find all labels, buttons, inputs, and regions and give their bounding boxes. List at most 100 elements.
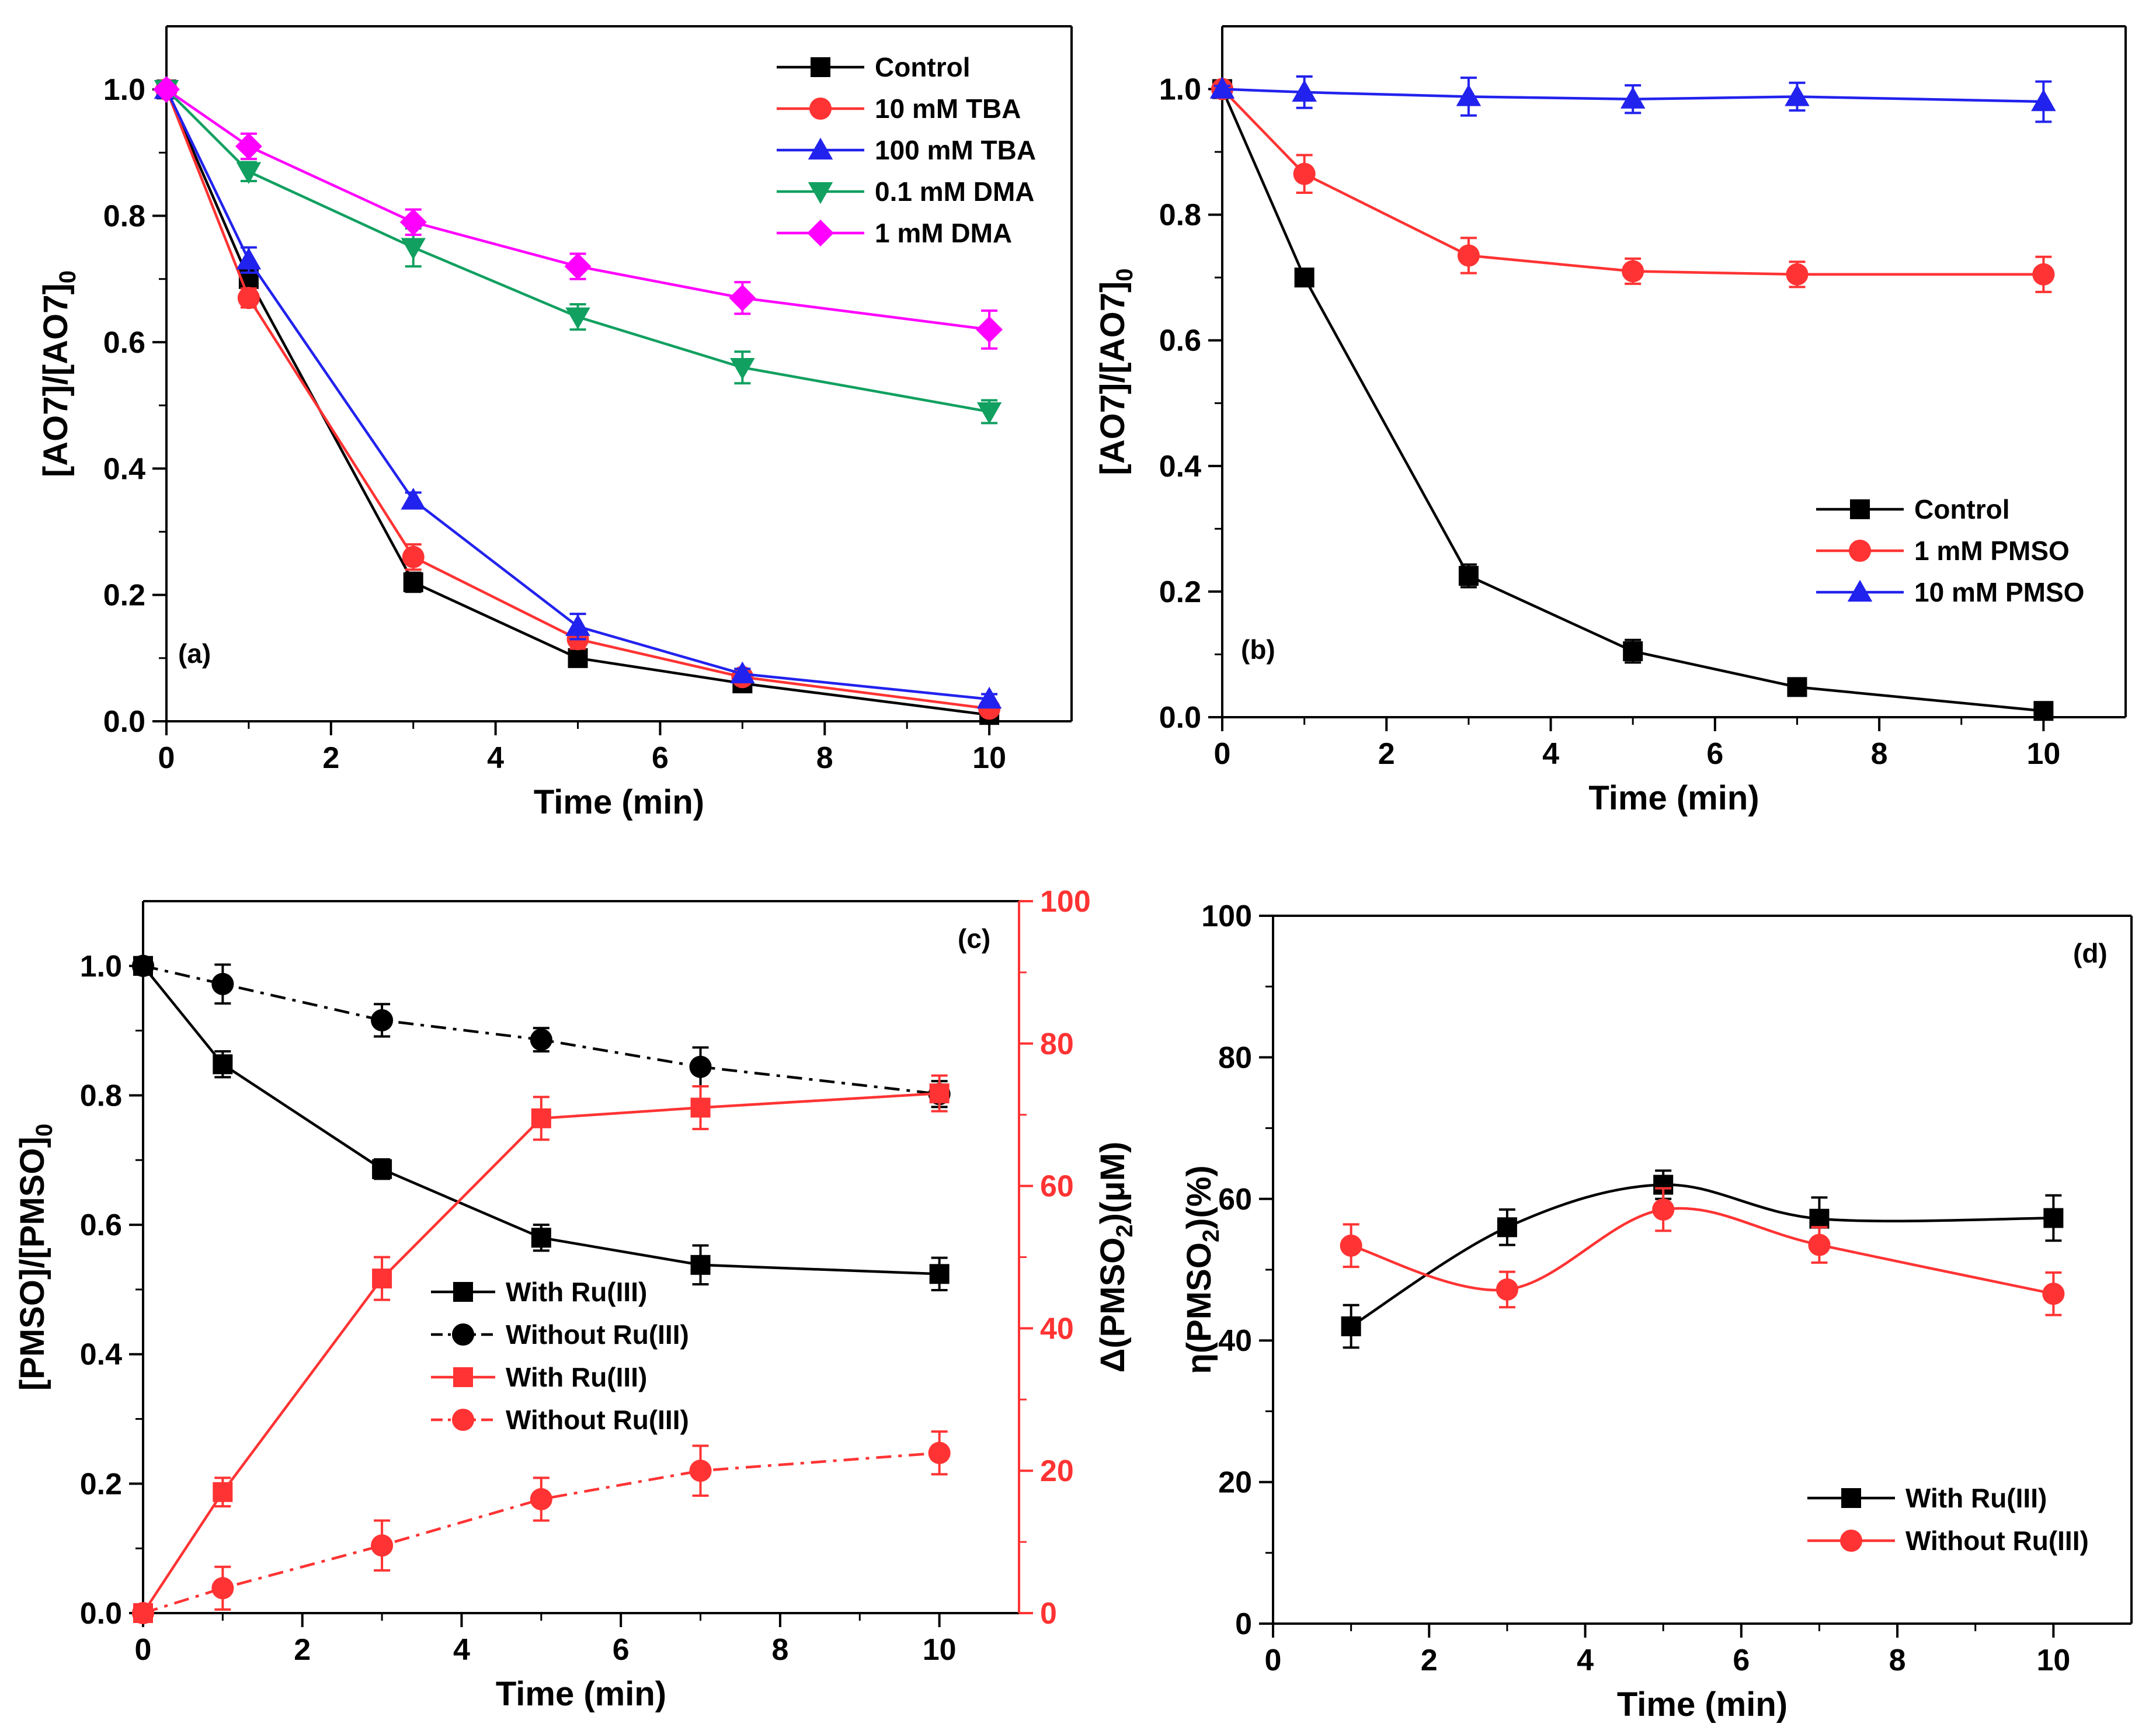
data-point xyxy=(213,1054,233,1075)
x-tick-label: 8 xyxy=(1871,737,1888,771)
y-tick-label: 0.8 xyxy=(103,200,145,234)
panel-c: 0 2 4 6 8 100.00.20.40.60.81.0020406080100Tim… xyxy=(13,885,1138,1713)
data-point xyxy=(530,1488,552,1510)
x-tick-label: 2 xyxy=(294,1633,311,1667)
panel-a: 0 2 4 6 8 10 0.0 0.2 0.4 0.6 0.8 1.0 Time (min) [AO7]… xyxy=(37,25,1073,821)
y2-tick-label: 100 xyxy=(1040,885,1091,919)
y-axis-label-main: [AO7]/[AO7] xyxy=(37,283,75,477)
series-line xyxy=(142,964,940,1096)
data-point xyxy=(2031,89,2056,112)
series-line xyxy=(1220,88,2044,713)
data-point xyxy=(1497,1217,1517,1238)
series-1 xyxy=(1340,1187,2065,1316)
series-line xyxy=(165,89,990,701)
y-tick-label: 0.6 xyxy=(1159,324,1201,358)
legend-label: Without Ru(III) xyxy=(1905,1526,2089,1556)
y-axis-label: [AO7]/[AO7]0 xyxy=(1094,268,1138,475)
legend-label: With Ru(III) xyxy=(1905,1483,2047,1513)
panel-letter: (c) xyxy=(958,923,990,954)
y-tick-label: 0.4 xyxy=(103,452,145,486)
legend-marker xyxy=(1839,1529,1863,1552)
series-0 xyxy=(1212,79,2054,721)
data-point xyxy=(531,1108,551,1128)
data-point xyxy=(1786,263,1809,286)
data-point xyxy=(1209,77,1235,99)
series-2 xyxy=(1209,75,2056,123)
y-axis-label-sub: 2 xyxy=(1198,1229,1224,1242)
legend-label: Without Ru(III) xyxy=(506,1319,689,1350)
series-0 xyxy=(133,955,950,1292)
x-tick-label: 4 xyxy=(487,741,504,775)
data-point xyxy=(531,1228,551,1248)
y-tick-label: 40 xyxy=(1218,1324,1252,1358)
y2-tick-label: 40 xyxy=(1040,1312,1074,1346)
series-4 xyxy=(153,76,1003,350)
x-tick-label: 6 xyxy=(1733,1643,1750,1677)
legend-marker xyxy=(1850,499,1870,519)
data-point xyxy=(213,1482,233,1502)
legend-marker xyxy=(1848,539,1872,562)
x-axis-label: Time (min) xyxy=(534,783,704,821)
legend-marker xyxy=(811,57,830,77)
x-tick-label: 4 xyxy=(1577,1643,1594,1677)
legend-label: Without Ru(III) xyxy=(506,1405,689,1435)
legend-label: Control xyxy=(1914,494,2010,524)
data-point xyxy=(928,1441,951,1464)
legend-label: 100 mM TBA xyxy=(875,135,1036,165)
data-point xyxy=(1785,84,1810,106)
data-point xyxy=(1808,1233,1831,1256)
legend-label: Control xyxy=(875,52,971,82)
series-line xyxy=(142,1451,940,1615)
y-tick-label: 0.0 xyxy=(103,705,145,739)
y-tick-label: 0.2 xyxy=(80,1467,122,1501)
data-point xyxy=(402,545,425,568)
y-tick-label: 0.8 xyxy=(1159,199,1201,232)
y-axis-label: η(PMSO2)(%) xyxy=(1180,1165,1224,1374)
y-axis-label: [PMSO]/[PMSO]0 xyxy=(13,1124,57,1391)
data-point xyxy=(1622,260,1644,283)
data-point xyxy=(236,248,262,270)
legend-marker xyxy=(453,1367,473,1387)
data-point xyxy=(690,1097,711,1118)
panel-letter: (b) xyxy=(1241,634,1275,665)
data-point xyxy=(1652,1198,1675,1221)
data-point xyxy=(401,488,426,510)
legend-marker xyxy=(807,220,834,246)
data-point xyxy=(1340,1234,1362,1257)
data-point xyxy=(1293,162,1316,185)
legend-marker xyxy=(451,1323,475,1346)
y-tick-label: 0.0 xyxy=(1159,701,1201,735)
data-point xyxy=(730,661,755,684)
data-point xyxy=(235,133,262,160)
panel-b: 0 2 4 6 8 10 0.0 0.2 0.4 0.6 0.8 1.0 Time (min) [AO7]… xyxy=(1094,25,2127,817)
data-point xyxy=(1496,1278,1518,1301)
legend-marker xyxy=(1841,1488,1861,1508)
y2-axis-label-post: )(μM) xyxy=(1094,1142,1132,1225)
data-point xyxy=(976,686,1002,709)
data-point xyxy=(236,162,262,185)
y2-tick-label: 80 xyxy=(1040,1027,1074,1061)
series-line xyxy=(1350,1183,2054,1328)
y-axis-label: [AO7]/[AO7]0 xyxy=(37,270,81,477)
x-axis-label: Time (min) xyxy=(1617,1686,1788,1723)
y-tick-label: 0.2 xyxy=(103,579,145,613)
data-point xyxy=(401,238,426,260)
series-1 xyxy=(131,954,951,1109)
y-tick-label: 1.0 xyxy=(103,73,145,107)
y2-axis-label-main: Δ(PMSO xyxy=(1094,1238,1132,1373)
data-point xyxy=(729,284,756,312)
legend-label: 10 mM PMSO xyxy=(1914,577,2084,607)
x-tick-label: 10 xyxy=(2036,1643,2070,1677)
data-point xyxy=(564,253,592,280)
x-tick-label: 10 xyxy=(2026,737,2060,771)
data-point xyxy=(689,1460,712,1482)
legend-marker xyxy=(808,137,833,160)
x-tick-label: 6 xyxy=(652,741,669,775)
y-axis-label-post: )(%) xyxy=(1180,1165,1218,1229)
data-point xyxy=(689,1055,712,1078)
data-point xyxy=(1456,84,1482,106)
legend-label: With Ru(III) xyxy=(506,1277,647,1307)
legend-marker xyxy=(808,182,833,204)
data-point xyxy=(372,1269,392,1289)
y2-tick-label: 0 xyxy=(1040,1597,1057,1631)
